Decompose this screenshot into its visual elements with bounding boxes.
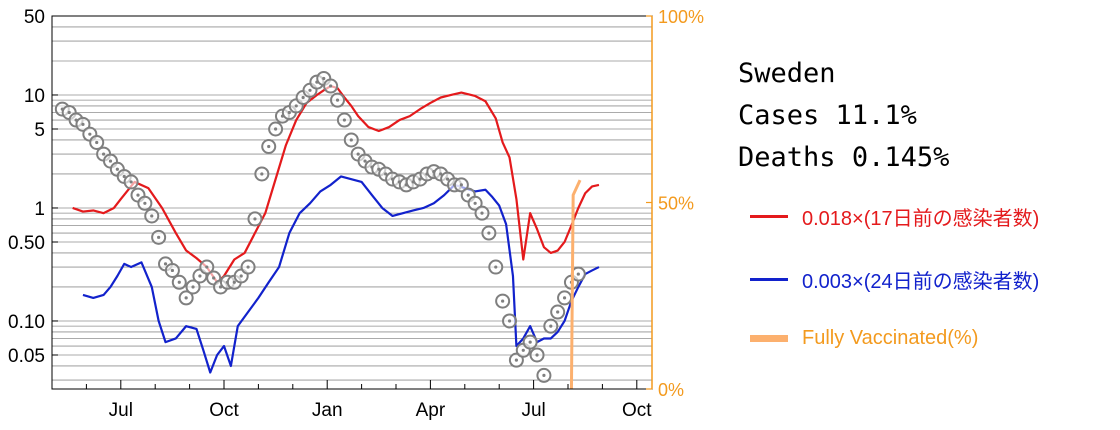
deaths-stat: Deaths 0.145% (738, 142, 949, 173)
death-point-center (129, 180, 133, 184)
legend-swatch-blue (750, 278, 788, 281)
death-point-center (198, 274, 202, 278)
legend-item-blue: 0.003×(24日前の感染者数) (750, 265, 1039, 294)
death-point-center (157, 235, 161, 239)
cases-stat: Cases 11.1% (738, 100, 917, 131)
y-tick-label: 0.50 (8, 233, 45, 254)
x-tick-label: Jul (109, 400, 133, 421)
death-point-center (542, 373, 546, 377)
death-point-center (446, 177, 450, 181)
legend-swatch-vaccinated (750, 335, 788, 342)
death-point-center (287, 110, 291, 115)
cases-24d-line (82, 175, 600, 374)
death-point-center (301, 95, 305, 100)
death-point-center (184, 296, 188, 300)
death-point-center (260, 172, 264, 176)
death-point-center (480, 211, 484, 215)
y-tick-label: 1 (34, 199, 45, 220)
death-point-center (335, 98, 340, 102)
deaths-value: 0.145% (851, 142, 950, 173)
legend-swatch-red (750, 215, 788, 218)
legend-label-vaccinated: Fully Vaccinated(%) (802, 327, 979, 349)
deaths-label: Deaths (738, 142, 836, 173)
death-point-center (81, 122, 85, 126)
death-point-center (267, 144, 271, 149)
death-point-center (521, 348, 525, 352)
death-point-center (466, 193, 470, 197)
death-point-center (329, 84, 333, 88)
death-point-center (205, 265, 209, 269)
y-tick-label: 5 (34, 120, 45, 141)
y2-tick-label: 0% (658, 380, 684, 400)
chart-ticks: 50 10 5 1 0.50 0.10 0.05 100% 50% 0% Jul Oct Jan Apr J… (8, 7, 704, 421)
death-point-center (556, 310, 560, 314)
cases-17d-line (72, 84, 600, 284)
death-point-center (88, 132, 92, 136)
death-point-center (253, 217, 257, 221)
x-tick-label: Jan (312, 400, 343, 421)
y-tick-label: 10 (24, 86, 45, 107)
death-point-center (576, 272, 580, 276)
death-point-center (212, 276, 216, 280)
country-title: Sweden (738, 58, 836, 89)
chart-svg: 50 10 5 1 0.50 0.10 0.05 100% 50% 0% Jul Oct Jan Apr J… (8, 7, 704, 421)
death-point-center (501, 299, 505, 303)
death-point-center (494, 265, 498, 269)
y-tick-label: 0.10 (8, 312, 45, 333)
death-point-center (342, 118, 346, 122)
death-point-center (356, 152, 360, 156)
death-point-center (239, 274, 243, 278)
x-tick-label: Apr (416, 400, 446, 421)
legend-item-red: 0.018×(17日前の感染者数) (750, 202, 1039, 231)
death-point-center (136, 193, 140, 197)
x-tick-label: Oct (209, 400, 239, 421)
death-point-center (95, 140, 99, 145)
y-tick-label: 0.05 (8, 346, 45, 367)
death-point-center (535, 353, 539, 357)
legend-item-vaccinated: Fully Vaccinated(%) (750, 327, 978, 350)
death-point-center (562, 296, 567, 300)
death-point-center (163, 262, 168, 266)
death-point-center (191, 285, 195, 289)
cases-value: 11.1% (835, 100, 917, 131)
death-point-center (246, 265, 250, 269)
death-point-center (349, 138, 353, 142)
death-point-center (473, 201, 477, 205)
death-point-center (177, 280, 181, 284)
death-point-center (108, 159, 113, 163)
y2-tick-label: 100% (658, 7, 704, 27)
chart-series (54, 70, 600, 390)
x-tick-label: Oct (622, 400, 652, 421)
death-point-center (514, 358, 519, 362)
death-point-center (67, 110, 71, 115)
x-tick-label: Jul (521, 400, 545, 421)
death-point-center (274, 127, 278, 131)
death-point-center (294, 104, 298, 108)
death-point-center (528, 340, 532, 344)
vaccinated-line (569, 179, 582, 390)
death-point-center (507, 319, 512, 323)
death-point-center (549, 324, 553, 328)
legend-label-blue: 0.003×(24日前の感染者数) (802, 271, 1040, 293)
death-point-center (115, 167, 119, 171)
death-point-center (232, 280, 236, 284)
death-point-center (308, 88, 312, 92)
death-point-center (150, 214, 154, 218)
cases-label: Cases (738, 100, 820, 131)
death-point-center (459, 183, 463, 187)
death-point-center (102, 152, 106, 156)
death-point-center (487, 231, 491, 235)
death-point-center (143, 201, 147, 205)
y-tick-label: 50 (24, 7, 45, 28)
chart-gridlines (52, 15, 652, 381)
death-point-center (322, 76, 326, 81)
y2-tick-label: 50% (658, 194, 694, 214)
legend-label-red: 0.018×(17日前の感染者数) (802, 208, 1040, 230)
death-point-center (363, 159, 367, 163)
death-point-center (122, 174, 126, 179)
death-point-center (170, 268, 174, 273)
